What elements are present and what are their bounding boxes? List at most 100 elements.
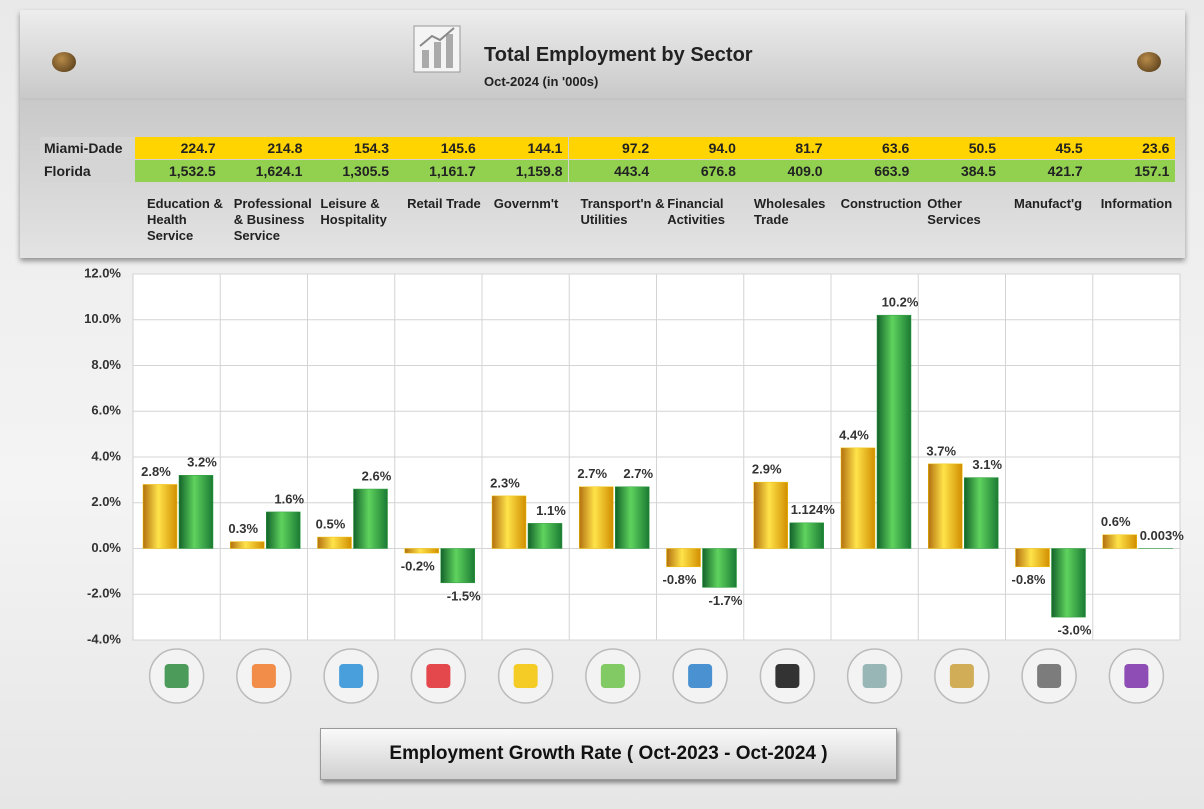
row-label: Florida [40, 160, 135, 182]
bar [964, 477, 999, 549]
row-label: Miami-Dade [40, 137, 135, 159]
value-label: 0.6% [1101, 514, 1131, 529]
table-cell: 50.5 [915, 137, 1002, 159]
table-cell: 94.0 [655, 137, 742, 159]
sector-icon [600, 664, 625, 688]
table-cell: 224.7 [135, 137, 222, 159]
table-cell: 63.6 [828, 137, 916, 159]
y-tick-label: 10.0% [84, 311, 121, 326]
y-tick-label: -4.0% [87, 631, 121, 646]
table-cell: 154.3 [308, 137, 396, 159]
sector-icon [164, 664, 189, 688]
sector-icon [251, 664, 276, 688]
value-label: -0.8% [1012, 572, 1046, 587]
knob [52, 52, 76, 72]
bar [753, 481, 788, 549]
value-label: 1.6% [274, 491, 304, 506]
value-label: -0.2% [401, 559, 435, 574]
bar [142, 484, 178, 549]
sector-icon [513, 664, 538, 688]
knob [1137, 52, 1161, 72]
table-cell: 157.1 [1088, 160, 1176, 182]
table-cell: 1,159.8 [481, 160, 569, 182]
value-label: 2.3% [490, 475, 520, 490]
table-cell: 1,624.1 [221, 160, 309, 182]
sector-label: Leisure & Hospitality [320, 196, 387, 227]
value-label: 0.5% [316, 517, 346, 532]
bar [1051, 548, 1086, 618]
bar [178, 475, 214, 549]
bar [876, 314, 912, 549]
growth-rate-button[interactable]: Employment Growth Rate ( Oct-2023 - Oct-… [320, 728, 897, 780]
bar [702, 548, 737, 588]
subtitle: Oct-2024 (in '000s) [484, 74, 599, 89]
bar [527, 523, 563, 549]
y-tick-label: 8.0% [91, 357, 121, 372]
table-cell: 23.6 [1088, 137, 1176, 159]
bar [230, 541, 265, 549]
y-tick-label: 2.0% [91, 494, 121, 509]
value-label: 4.4% [839, 427, 869, 442]
value-label: 0.003% [1140, 528, 1185, 543]
value-label: 1.124% [791, 502, 836, 517]
sector-label: Manufact'g [1014, 196, 1083, 211]
table-cell: 97.2 [568, 137, 656, 159]
bar [579, 486, 614, 549]
table-cell: 384.5 [915, 160, 1002, 182]
value-label: -1.5% [447, 588, 481, 603]
y-tick-label: 0.0% [91, 540, 121, 555]
bar [266, 511, 301, 549]
value-label: 2.7% [577, 466, 607, 481]
sector-icon [1037, 664, 1062, 688]
value-label: 3.1% [972, 457, 1002, 472]
bar [317, 536, 352, 549]
table-cell: 45.5 [1002, 137, 1089, 159]
value-label: 0.3% [228, 521, 258, 536]
value-label: 2.9% [752, 462, 782, 477]
value-label: 2.8% [141, 464, 171, 479]
sector-icon [688, 664, 713, 688]
table-cell: 1,161.7 [395, 160, 482, 182]
table-cell: 676.8 [655, 160, 742, 182]
table-cell: 663.9 [828, 160, 916, 182]
value-label: -3.0% [1058, 623, 1092, 638]
sector-label: Other Services [927, 196, 981, 227]
value-label: 10.2% [882, 295, 919, 310]
bar [928, 463, 963, 549]
header [20, 10, 1185, 100]
table-cell: 144.1 [481, 137, 569, 159]
value-label: -1.7% [709, 593, 743, 608]
sector-label: Construction [840, 196, 922, 211]
table-cell: 409.0 [741, 160, 829, 182]
value-label: 1.1% [536, 503, 566, 518]
bar [1102, 534, 1137, 549]
y-tick-label: 6.0% [91, 403, 121, 418]
y-tick-label: -2.0% [87, 586, 121, 601]
title: Total Employment by Sector [484, 44, 753, 66]
bar [615, 486, 650, 549]
value-label: 3.7% [926, 443, 956, 458]
sector-label: Information [1100, 196, 1173, 211]
bar [666, 548, 701, 568]
bar [1015, 548, 1050, 568]
sector-label: Financial Activities [667, 196, 725, 227]
table-cell: 421.7 [1002, 160, 1089, 182]
sector-label: Transport'n & Utilities [580, 196, 665, 227]
sector-label: Education & Health Service [147, 196, 223, 243]
table-cell: 81.7 [741, 137, 829, 159]
bar [440, 548, 475, 584]
sector-icon [862, 664, 887, 688]
table-cell: 1,305.5 [308, 160, 396, 182]
table-cell: 145.6 [395, 137, 482, 159]
sector-icon [775, 664, 800, 688]
bar [491, 495, 527, 549]
bar [353, 488, 388, 549]
value-label: 2.6% [362, 468, 392, 483]
bar [404, 548, 439, 554]
sector-label: Professional & Business Service [233, 196, 312, 243]
table-cell: 214.8 [221, 137, 309, 159]
sector-icon [426, 664, 451, 688]
sector-label: Governm't [493, 196, 559, 211]
value-label: 2.7% [623, 466, 653, 481]
